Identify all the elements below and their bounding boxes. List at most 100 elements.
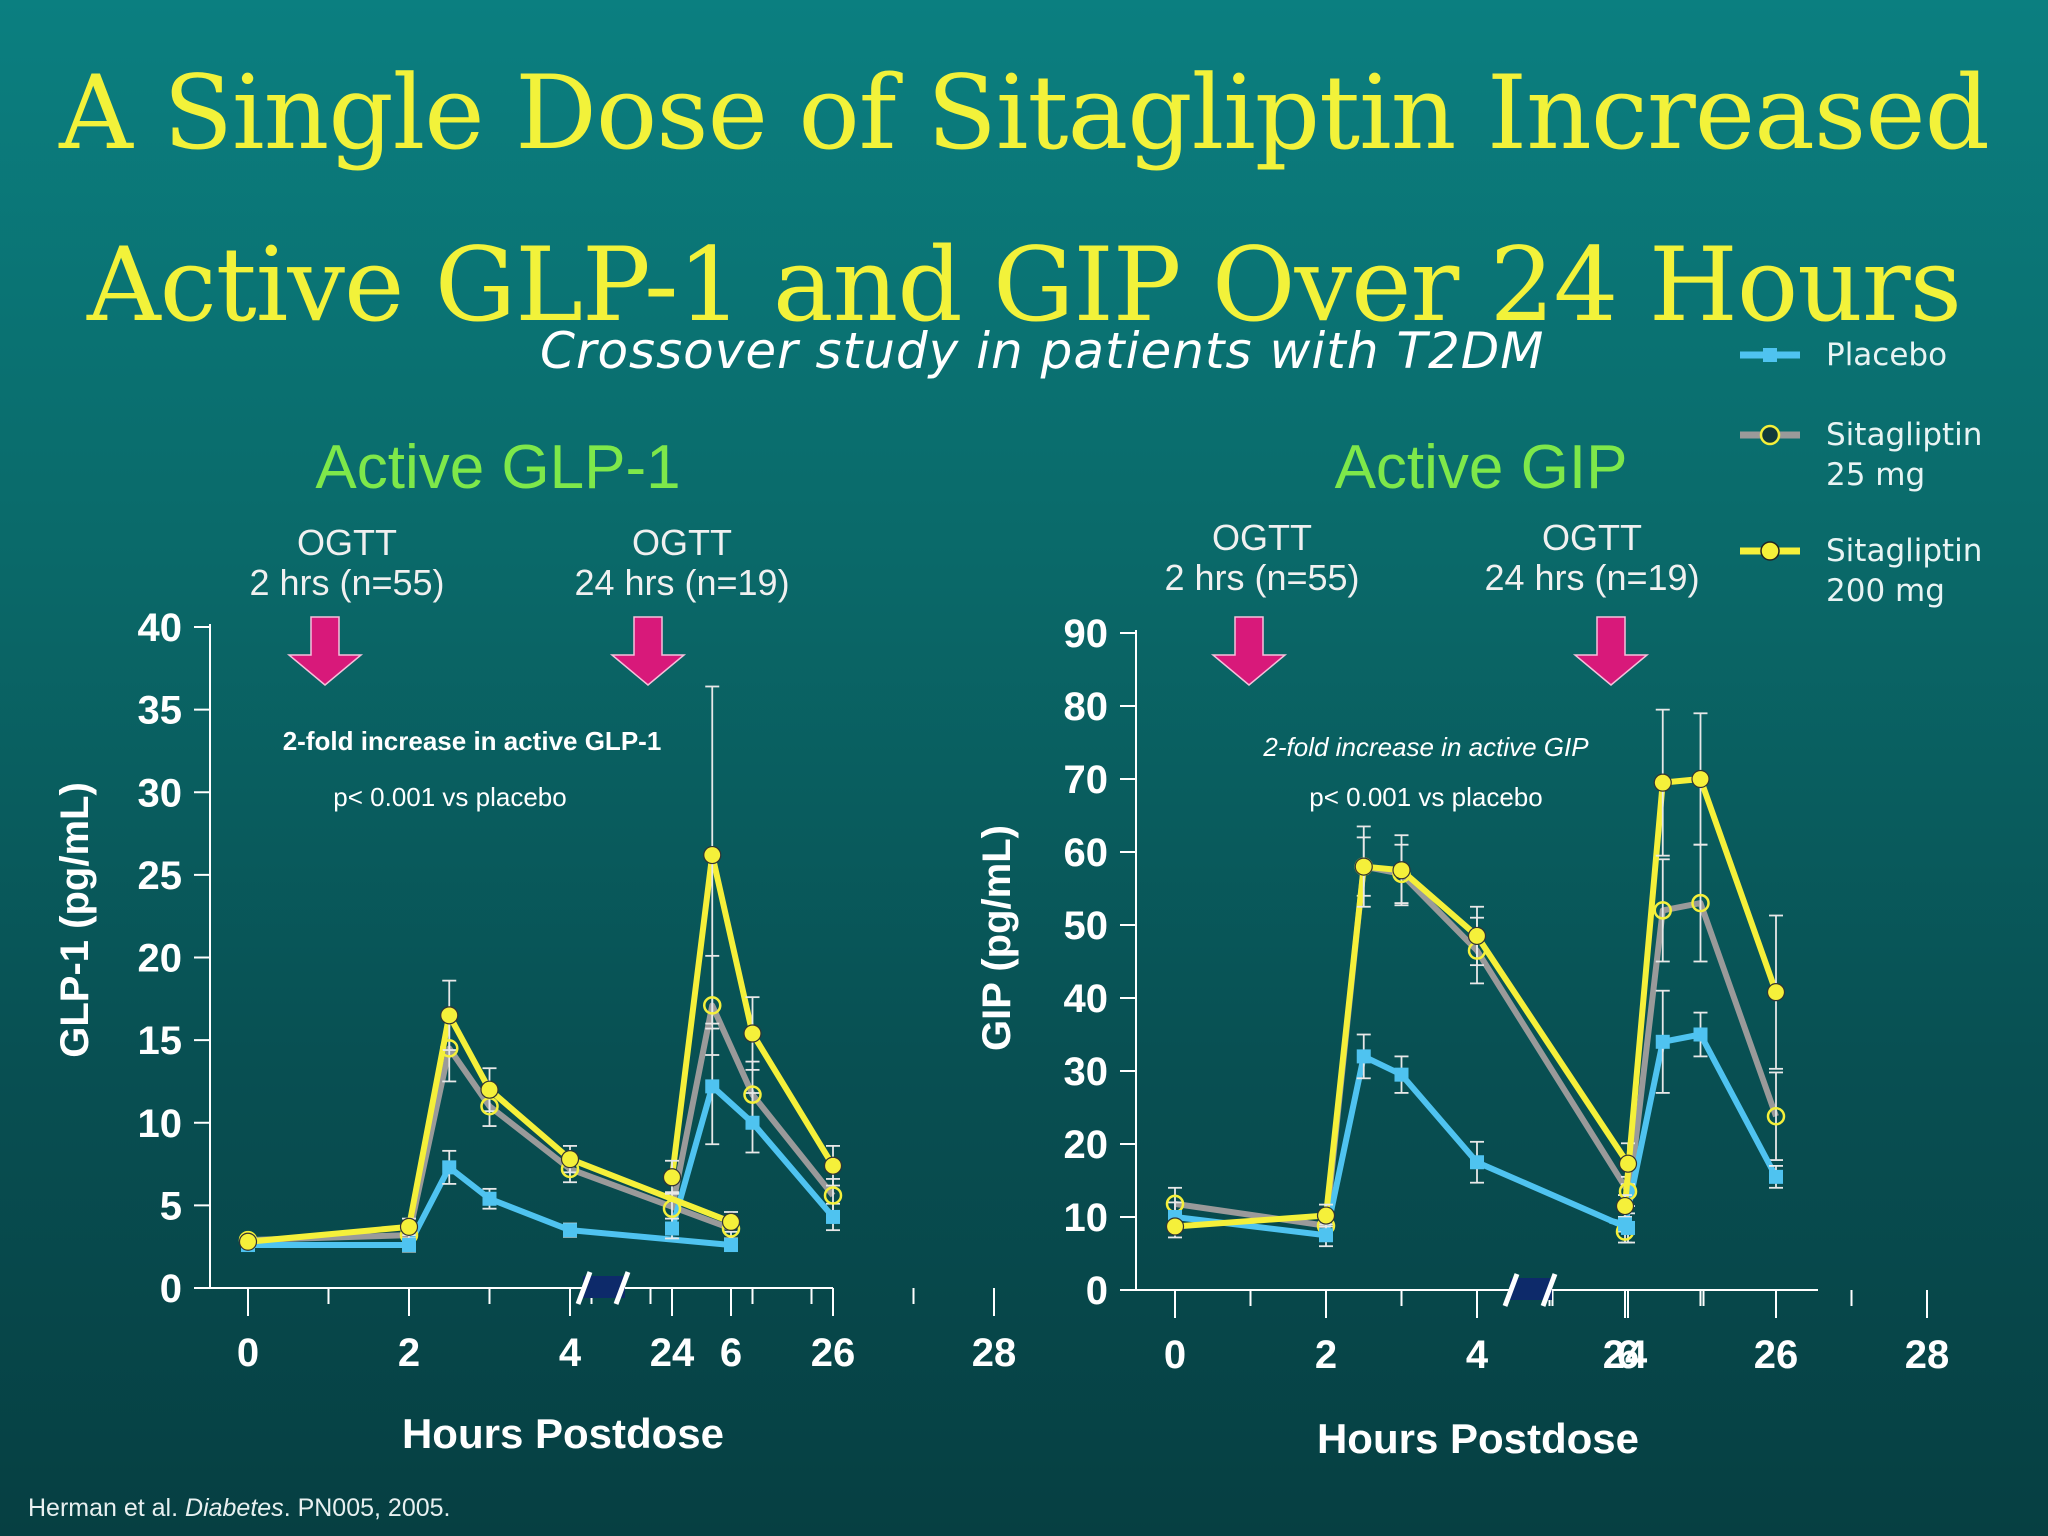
x-tick-label: 24 [1603,1333,1648,1377]
y-tick-label: 15 [138,1019,183,1063]
sita200-point [1691,769,1710,789]
series-line [1622,776,1779,1207]
legend-label: Placebo [1826,335,2026,375]
sita200-point [662,1168,682,1187]
y-tick-label: 90 [1064,612,1109,656]
sita200-point [743,1024,762,1043]
sita25-point [1653,901,1672,920]
x-tick-label: 0 [237,1331,259,1375]
x-axis-label: Hours Postdose [1317,1415,1639,1462]
y-tick-label: 35 [138,689,183,733]
sita200-point [1316,1206,1336,1225]
legend-label-line: Sitagliptin [1826,417,1983,453]
placebo-point [563,1223,577,1238]
series-line [669,852,836,1178]
x-tick-label: 28 [1905,1333,1950,1377]
y-axis-label: GLP-1 (pg/mL) [53,782,97,1058]
ogtt-arrow [609,616,687,686]
series-line [247,1045,733,1244]
series-line [248,1164,732,1249]
annotation-text: 2-fold increase in active GIP [1262,732,1589,762]
y-tick-label: 40 [138,606,183,650]
y-tick-label: 30 [138,771,183,815]
x-tick-label: 26 [811,1331,856,1375]
series-line [1174,863,1631,1230]
series-line [1622,900,1779,1232]
axis-break-slash [613,1271,631,1305]
legend-label-line: 200 mg [1826,573,1945,609]
y-tick-label: 20 [1064,1123,1109,1167]
ogtt-arrow [286,616,364,686]
placebo-point [442,1160,457,1175]
placebo-point [402,1238,416,1253]
series-line [669,1083,836,1230]
x-tick-label: 6 [720,1331,742,1375]
x-tick-label: 4 [559,1331,582,1375]
ogtt-arrow [1572,616,1650,686]
placebo-point [1618,1217,1632,1232]
legend-open-circle-marker [1759,424,1781,446]
axis-break [1510,1278,1552,1300]
placebo-point [1394,1067,1409,1082]
series-sitagliptin-25-mg [241,954,840,1246]
x-tick-label: 0 [1164,1333,1186,1377]
ogtt-arrow [1210,616,1288,686]
legend-filled-circle-marker [1760,541,1780,561]
sita25-point [1691,893,1710,913]
y-tick-label: 0 [1086,1269,1108,1313]
axis-break-slash [1502,1273,1520,1307]
y-tick-label: 10 [138,1102,183,1146]
series-line [247,1012,733,1245]
ogtt-label: 24 hrs (n=19) [574,562,789,603]
x-tick-label: 26 [1754,1333,1799,1377]
y-tick-label: 25 [138,854,183,898]
sita200-point [721,1212,741,1232]
title-line-2: Active GLP-1 and GIP Over 24 Hours [86,226,1962,345]
ogtt-label: 24 hrs (n=19) [1484,557,1699,598]
sita25-point [1766,1107,1786,1126]
sita25-point [662,1199,682,1218]
sita200-point [1615,1196,1635,1216]
panel-title: Active GIP [1335,433,1628,502]
axis-break-slash [575,1271,593,1305]
ogtt-label: OGTT [632,522,732,563]
placebo-point [1769,1169,1783,1184]
citation-journal: Diabetes [185,1494,284,1522]
x-tick-label: 6 [1617,1333,1639,1377]
citation-rest: . PN005, 2005. [283,1494,451,1522]
ogtt-label: 2 hrs (n=55) [1164,557,1359,598]
placebo-point [482,1191,497,1206]
placebo-point [665,1221,679,1236]
sita200-point [1618,1154,1638,1173]
y-axis-label: GIP (pg/mL) [975,825,1019,1051]
ogtt-label: OGTT [1212,517,1312,558]
title-line-1: A Single Dose of Sitagliptin Increased [59,54,1990,173]
sita200-point [703,845,722,865]
placebo-point [745,1115,760,1130]
legend-marker-1 [1740,348,1800,362]
axis-break [583,1276,625,1298]
legend-label: Sitagliptin 200 mg [1826,531,2026,611]
sita200-point [560,1150,580,1169]
sita200-point [238,1232,258,1251]
citation-authors: Herman et al. [28,1494,186,1522]
sita200-point [480,1080,499,1099]
sita200-point [1766,983,1786,1002]
sita25-point [743,1085,762,1104]
series-line [669,1002,836,1210]
citation: Herman et al. Diabetes. PN005, 2005. [28,1494,450,1523]
annotation-text: p< 0.001 vs placebo [1309,782,1542,812]
y-tick-label: 50 [1064,904,1109,948]
x-tick-label: 2 [398,1331,420,1375]
sita200-point [1165,1217,1185,1236]
y-tick-label: 70 [1064,758,1109,802]
sita200-point [1467,926,1487,946]
sita200-point [440,1006,459,1025]
sita200-point [1653,773,1672,792]
placebo-point [1319,1228,1333,1243]
sita25-point [823,1186,843,1205]
y-tick-label: 80 [1064,685,1109,729]
